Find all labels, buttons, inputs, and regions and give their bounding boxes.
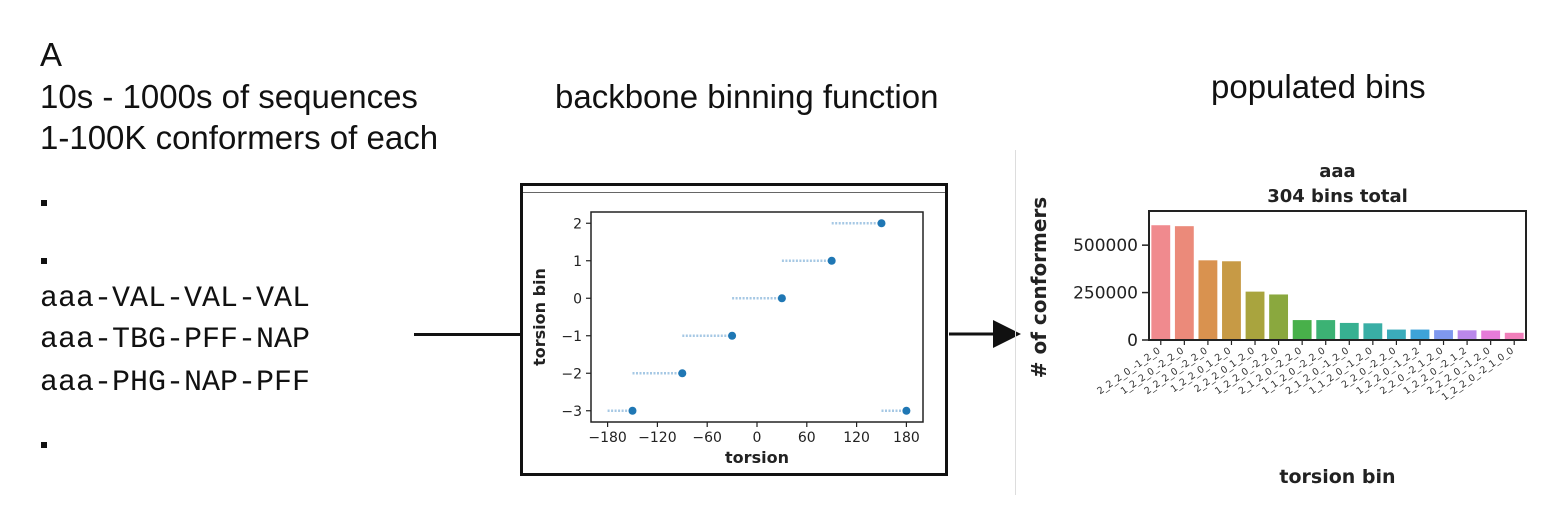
bar	[1293, 320, 1312, 340]
y-tick-label: 250000	[1073, 284, 1138, 304]
bar	[1458, 330, 1477, 340]
bar	[1481, 331, 1500, 340]
y-tick-label: 1	[573, 254, 582, 270]
x-tick-label: 120	[843, 430, 870, 446]
arrow-line-left	[414, 333, 521, 336]
bar	[1387, 330, 1406, 340]
bar	[1363, 323, 1382, 340]
bar	[1222, 261, 1241, 340]
y-axis-label: # of conformers	[1027, 197, 1051, 378]
bar	[1269, 294, 1288, 340]
conformer-count-text: 1-100K conformers of each	[40, 121, 438, 154]
bar	[1505, 333, 1524, 340]
sequence-item: aaa-TBG-PFF-NAP	[40, 325, 310, 355]
frame-top-rule	[523, 192, 945, 193]
panel-label: A	[40, 38, 62, 71]
populated-bins-bar-chart: 02500005000002_2_2_0_-1_2_01_2_2_0_-2_2_…	[1020, 160, 1550, 500]
bar	[1340, 323, 1359, 340]
y-tick-label: 2	[573, 216, 582, 232]
ellipsis-dot	[41, 258, 47, 264]
y-tick-label: 0	[573, 291, 582, 307]
bar	[1434, 330, 1453, 340]
x-tick-label: −180	[588, 430, 626, 446]
ellipsis-dot	[41, 200, 47, 206]
y-tick-label: 0	[1127, 331, 1138, 351]
x-tick-label: −60	[692, 430, 722, 446]
y-tick-label: −2	[561, 366, 582, 382]
bar	[1151, 225, 1170, 340]
populated-bins-heading: populated bins	[1211, 70, 1426, 103]
plot-frame	[591, 212, 923, 422]
x-tick-label: 180	[893, 430, 920, 446]
bin-point	[878, 219, 886, 227]
torsion-bin-scatter-chart: −180 −120 −60 0 60 120 180 2 1 0 −1 −2 −3 torsion tors…	[523, 196, 945, 472]
chart-title: aaa	[1319, 161, 1355, 182]
bar	[1198, 260, 1217, 340]
bar	[1246, 292, 1265, 340]
y-tick-label: −1	[561, 329, 582, 345]
sequence-count-text: 10s - 1000s of sequences	[40, 80, 418, 113]
divider-line	[1015, 150, 1016, 495]
binning-function-heading: backbone binning function	[555, 80, 938, 113]
bin-point	[678, 369, 686, 377]
sequence-item: aaa-PHG-NAP-PFF	[40, 368, 310, 398]
ellipsis-dot	[41, 442, 47, 448]
bin-point	[902, 407, 910, 415]
bin-point	[778, 294, 786, 302]
y-tick-label: −3	[561, 404, 582, 420]
bar	[1316, 320, 1335, 340]
y-axis-label: torsion bin	[530, 268, 549, 366]
x-axis-label: torsion bin	[1279, 466, 1395, 488]
bar	[1411, 330, 1430, 340]
bin-point	[728, 332, 736, 340]
sequence-item: aaa-VAL-VAL-VAL	[40, 284, 310, 314]
chart-subtitle: 304 bins total	[1267, 186, 1408, 207]
x-tick-label: 60	[798, 430, 816, 446]
bin-point	[629, 407, 637, 415]
y-tick-label: 500000	[1073, 236, 1138, 256]
bin-point	[828, 257, 836, 265]
bar	[1175, 226, 1194, 340]
x-tick-label: −120	[638, 430, 676, 446]
x-axis-label: torsion	[725, 448, 789, 467]
arrow-right	[949, 316, 1021, 352]
x-tick-label: 0	[753, 430, 762, 446]
